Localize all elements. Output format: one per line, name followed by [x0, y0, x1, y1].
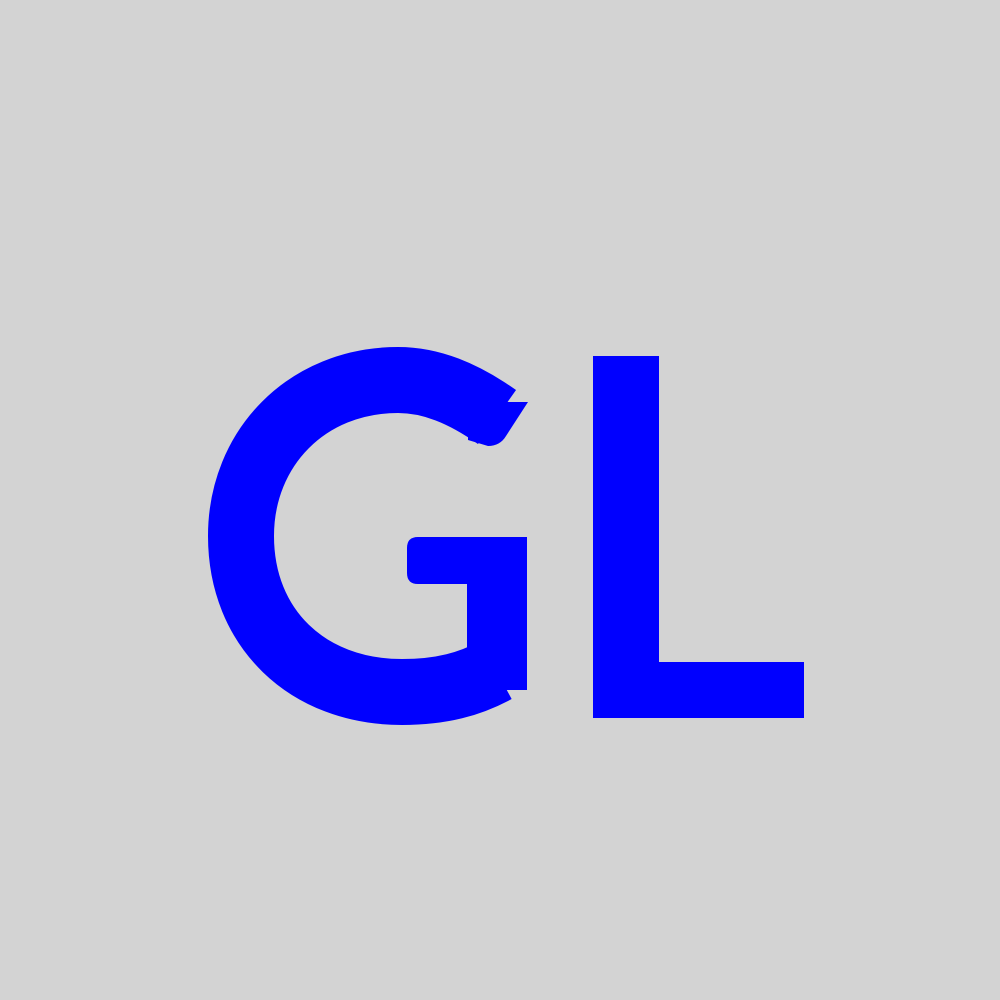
monogram-letter-l — [593, 356, 804, 718]
monogram-letter-g — [207, 346, 528, 726]
